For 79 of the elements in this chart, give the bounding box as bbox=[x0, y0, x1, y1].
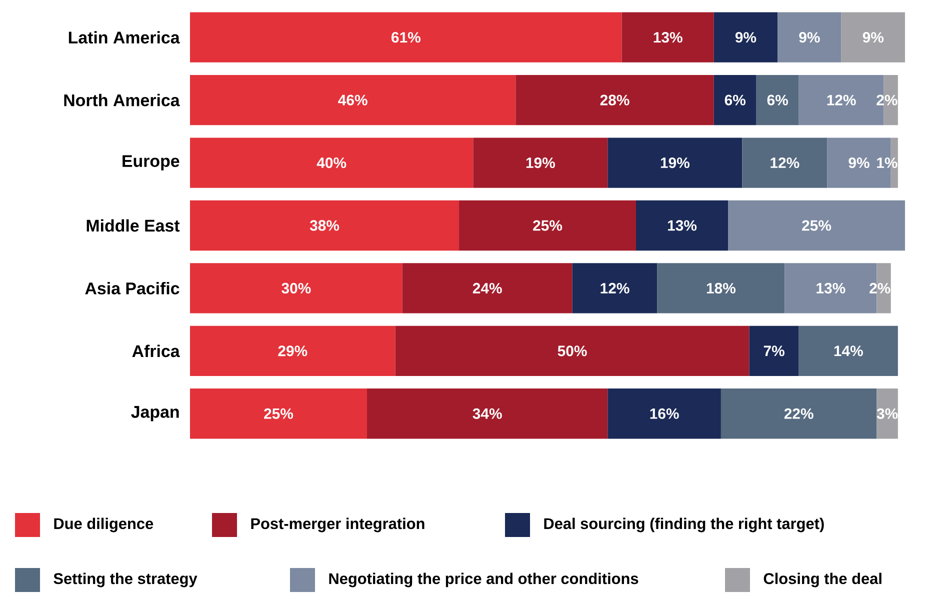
data-label: 25% bbox=[533, 220, 562, 231]
bar bbox=[608, 138, 742, 188]
data-label: 19% bbox=[526, 157, 555, 168]
legend-label: Setting the strategy bbox=[54, 572, 198, 588]
bar bbox=[778, 12, 842, 62]
data-label: 61% bbox=[392, 32, 420, 43]
bar bbox=[608, 388, 721, 439]
data-label: 9% bbox=[735, 32, 756, 43]
bar bbox=[841, 12, 906, 62]
data-label: 13% bbox=[654, 32, 682, 43]
bar bbox=[366, 388, 608, 439]
bar bbox=[190, 138, 474, 188]
bar bbox=[728, 200, 906, 251]
data-label: 25% bbox=[802, 220, 832, 231]
bar bbox=[395, 326, 750, 376]
data-label: 12% bbox=[770, 158, 800, 168]
y-tick-label: North America bbox=[64, 94, 180, 106]
legend-label: Negotiating the price and other conditions bbox=[329, 572, 638, 588]
legend-label: Deal sourcing (finding the right target) bbox=[544, 518, 824, 532]
data-label: 22% bbox=[784, 408, 814, 419]
y-tick-label: Japan bbox=[131, 406, 179, 422]
bar bbox=[756, 74, 799, 126]
bar bbox=[516, 74, 714, 126]
bar bbox=[876, 388, 898, 439]
data-label: 30% bbox=[282, 282, 311, 294]
data-label: 38% bbox=[310, 220, 340, 231]
bar bbox=[749, 326, 799, 376]
data-label: 13% bbox=[816, 282, 846, 294]
bar bbox=[190, 263, 402, 314]
data-label: 6% bbox=[724, 94, 746, 106]
bar bbox=[190, 74, 516, 126]
data-label: 14% bbox=[834, 346, 863, 356]
y-tick-label: Africa bbox=[132, 344, 180, 358]
bar bbox=[402, 263, 572, 314]
data-label: 18% bbox=[706, 282, 736, 294]
data-label: 12% bbox=[827, 94, 856, 106]
bar bbox=[190, 12, 622, 62]
y-tick-label: Middle East bbox=[86, 219, 180, 232]
data-label: 2% bbox=[870, 282, 890, 294]
bar bbox=[190, 388, 367, 439]
bar bbox=[657, 263, 785, 314]
bar bbox=[714, 74, 756, 126]
data-label: 29% bbox=[278, 346, 308, 356]
bar bbox=[572, 263, 658, 314]
bar bbox=[742, 138, 828, 188]
bar bbox=[798, 326, 898, 376]
bar bbox=[622, 12, 714, 62]
data-label: 12% bbox=[600, 282, 630, 294]
data-label: 40% bbox=[316, 157, 346, 168]
data-label: 50% bbox=[558, 346, 587, 356]
y-tick-label: Europe bbox=[122, 155, 180, 170]
y-tick-label: Latin America bbox=[68, 31, 180, 44]
data-label: 7% bbox=[764, 346, 784, 356]
data-label: 3% bbox=[876, 408, 898, 419]
data-label: 24% bbox=[472, 282, 502, 294]
data-label: 2% bbox=[876, 94, 898, 106]
data-label: 1% bbox=[877, 158, 898, 168]
bar bbox=[190, 326, 396, 376]
bar bbox=[714, 12, 778, 62]
data-label: 9% bbox=[862, 32, 884, 43]
legend-label: Post-merger integration bbox=[251, 518, 424, 532]
bar bbox=[473, 138, 608, 188]
data-label: 13% bbox=[668, 220, 697, 231]
y-tick-label: Asia Pacific bbox=[85, 282, 180, 294]
data-label: 19% bbox=[660, 157, 690, 168]
data-label: 46% bbox=[338, 94, 368, 106]
data-label: 28% bbox=[600, 94, 630, 106]
bar bbox=[720, 388, 877, 439]
data-label: 6% bbox=[767, 94, 788, 106]
data-label: 34% bbox=[472, 408, 502, 419]
data-label: 16% bbox=[650, 408, 679, 419]
data-label: 25% bbox=[264, 408, 294, 419]
bar bbox=[636, 200, 728, 251]
data-label: 9% bbox=[799, 32, 820, 43]
legend-label: Closing the deal bbox=[764, 572, 882, 588]
data-label: 9% bbox=[848, 157, 870, 168]
legend-label: Due diligence bbox=[54, 518, 154, 532]
bar bbox=[190, 200, 460, 251]
bar bbox=[459, 200, 636, 251]
